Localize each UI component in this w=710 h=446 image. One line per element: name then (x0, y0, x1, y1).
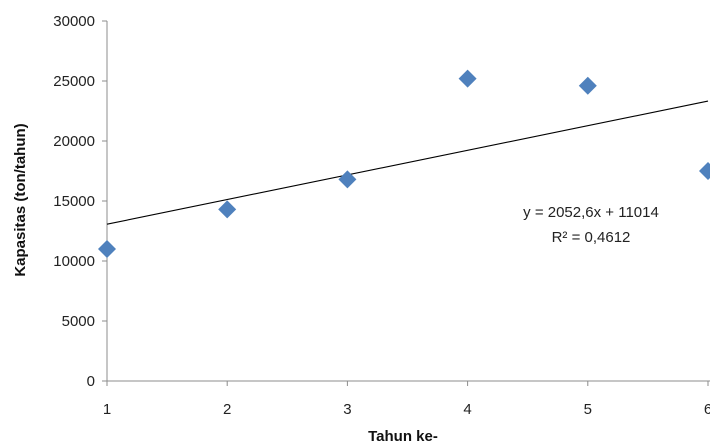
data-point (578, 76, 597, 95)
x-tick-label: 6 (704, 401, 710, 418)
axes (102, 20, 710, 386)
x-tick-label: 5 (584, 401, 592, 418)
y-tick-label: 10000 (53, 253, 95, 270)
data-point (98, 240, 116, 258)
x-tick-label: 1 (103, 401, 111, 418)
y-tick-label: 5000 (62, 313, 95, 330)
data-point (218, 200, 237, 219)
data-point (338, 170, 357, 189)
y-tick-label: 20000 (53, 133, 95, 150)
data-point (699, 162, 710, 180)
y-tick-label: 0 (87, 373, 95, 390)
x-tick-label: 4 (463, 401, 471, 418)
trendline-group (106, 100, 709, 225)
x-tick-label: 3 (343, 401, 351, 418)
x-tick-label: 2 (223, 401, 231, 418)
y-tick-label: 25000 (53, 73, 95, 90)
trendline (106, 100, 709, 225)
data-point (458, 69, 477, 88)
y-tick-label: 15000 (53, 193, 95, 210)
y-tick-label: 30000 (53, 13, 95, 30)
y-axis-title: Kapasitas (ton/tahun) (12, 123, 29, 276)
data-points (98, 69, 710, 258)
trendline-r-squared: R² = 0,4612 (552, 229, 631, 246)
tick-labels: 0 5000 10000 15000 20000 25000 30000 1 2 3 4 5 6 (53, 13, 710, 418)
trendline-equation: y = 2052,6x + 11014 (523, 204, 659, 221)
x-axis-title: Tahun ke- (368, 428, 438, 445)
